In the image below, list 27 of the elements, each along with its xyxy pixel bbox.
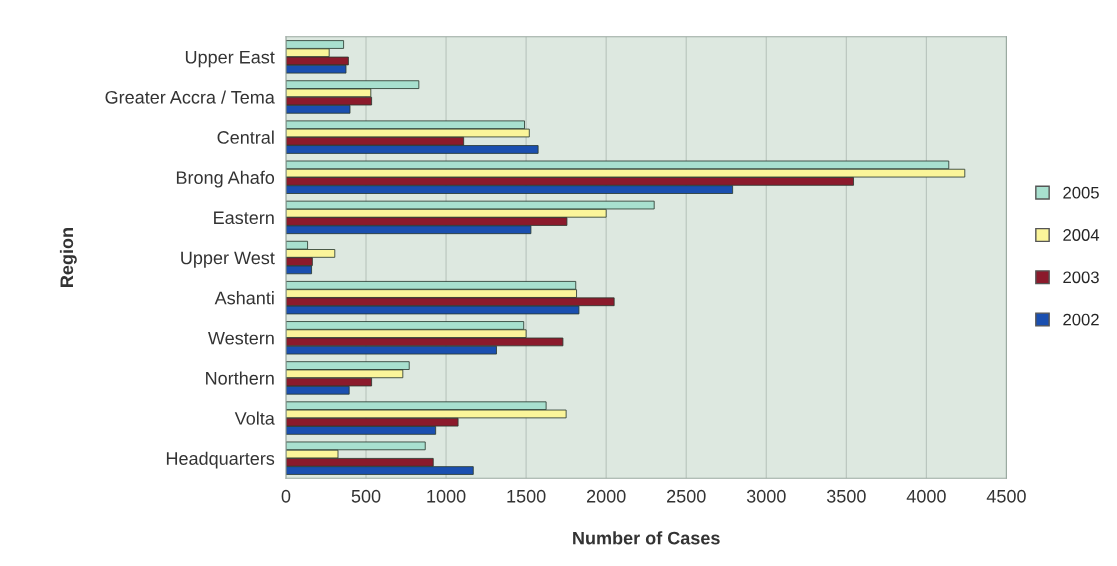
legend-label: 2002	[1063, 313, 1099, 326]
x-axis-title: Number of Cases	[573, 531, 720, 545]
x-tick-label: 0	[281, 489, 291, 503]
x-tick-label: 1000	[427, 489, 466, 503]
x-tick-label: 4500	[986, 489, 1026, 503]
legend-label: 2003	[1063, 271, 1099, 284]
legend-label: 2004	[1063, 229, 1100, 241]
y-tick-label: Western	[208, 331, 274, 345]
y-tick-label: Upper West	[181, 251, 275, 268]
y-tick-label: Ashanti	[214, 291, 274, 305]
x-tick-label: 2500	[667, 489, 706, 503]
legend-label: 2005	[1063, 186, 1099, 199]
y-tick-label: Eastern	[214, 211, 274, 225]
y-tick-label: Volta	[234, 411, 275, 425]
y-tick-label: Central	[217, 130, 274, 144]
y-tick-label: Northern	[206, 371, 274, 385]
x-tick-label: 4000	[906, 489, 946, 503]
x-tick-label: 500	[351, 489, 381, 503]
y-tick-label: Brong Ahafo	[176, 170, 275, 188]
x-tick-label: 3500	[826, 489, 866, 503]
y-tick-label: Headquarters	[166, 451, 275, 469]
x-tick-label: 3000	[746, 489, 786, 503]
y-tick-label: Upper East	[185, 50, 275, 68]
y-tick-label: Greater Accra / Tema	[105, 90, 275, 104]
x-tick-label: 2000	[586, 489, 626, 503]
x-tick-label: 1500	[507, 489, 546, 503]
y-axis-title: Region	[59, 228, 77, 287]
